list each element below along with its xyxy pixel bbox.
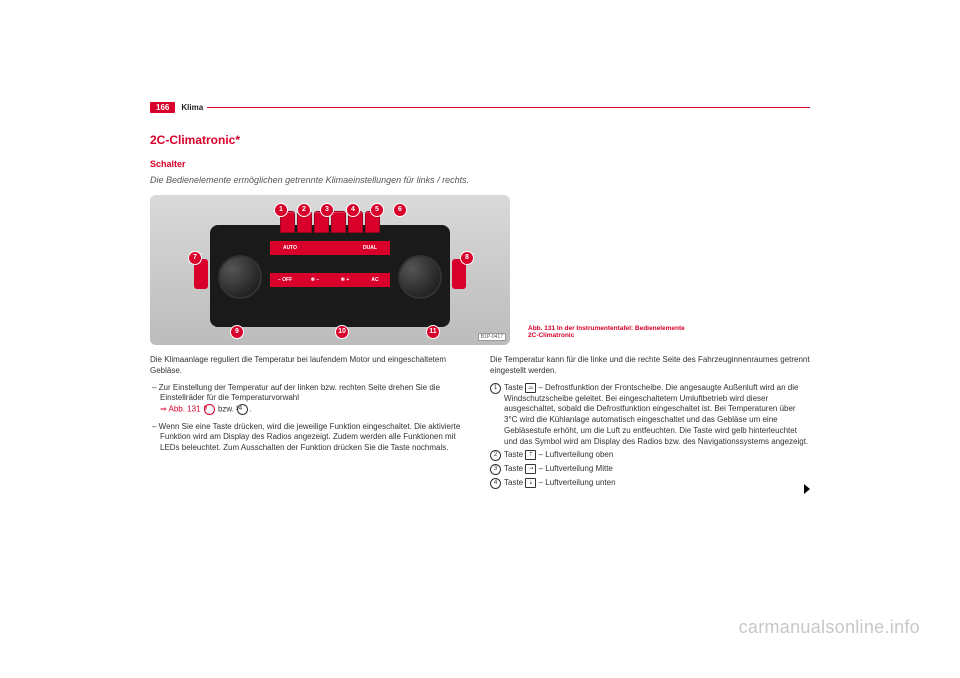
figure-wrap: AUTO DUAL − OFF ✻ − ✻ + AC 1 2 3 4 5 6 7…: [150, 195, 700, 345]
dual-label: DUAL: [350, 245, 390, 251]
ref-num-9: 9: [204, 404, 215, 415]
item-1-num: 1: [490, 383, 501, 394]
auto-label: AUTO: [270, 245, 310, 251]
item-2-body: – Luftverteilung oben: [536, 451, 613, 460]
section-name: Klima: [181, 103, 203, 112]
badge-6: 6: [393, 203, 407, 217]
off-label: − OFF: [270, 277, 300, 283]
image-code: B1P-0417: [478, 333, 506, 341]
air-down-icon: ⇣: [525, 478, 536, 488]
badge-11: 11: [426, 325, 440, 339]
item-4: 4 Taste ⇣ – Luftverteilung unten: [490, 478, 810, 489]
fan-minus-label: ✻ −: [300, 277, 330, 283]
description: Die Bedienelemente ermöglichen getrennte…: [150, 175, 810, 185]
badge-7: 7: [188, 251, 202, 265]
ref-abb: ⇒ Abb. 131: [160, 405, 201, 414]
air-mid-icon: ⇢: [525, 464, 536, 474]
item-1-body: – Defrostfunktion der Frontscheibe. Die …: [504, 383, 808, 446]
ref-mid: bzw.: [216, 405, 236, 414]
figure-caption: Abb. 131 In der Instrumententafel: Bedie…: [528, 325, 688, 339]
item-3-taste: Taste: [504, 465, 525, 474]
left-column: Die Klimaanlage reguliert die Temperatur…: [150, 355, 470, 492]
left-li1-text: – Zur Einstellung der Temperatur auf der…: [152, 383, 440, 403]
right-p1: Die Temperatur kann für die linke und di…: [490, 355, 810, 377]
badge-1: 1: [274, 203, 288, 217]
defrost-icon: ⌓: [525, 383, 536, 393]
item-3-body: – Luftverteilung Mitte: [536, 465, 612, 474]
badge-9: 9: [230, 325, 244, 339]
watermark: carmanualsonline.info: [739, 617, 920, 638]
item-3-num: 3: [490, 464, 501, 475]
mid-strip: AUTO DUAL: [270, 241, 390, 255]
right-column: Die Temperatur kann für die linke und di…: [490, 355, 810, 492]
left-p1: Die Klimaanlage reguliert die Temperatur…: [150, 355, 470, 377]
ref-num-14: 14: [237, 404, 248, 415]
page: 166 Klima 2C-Climatronic* Schalter Die B…: [150, 100, 810, 492]
climatronic-panel: AUTO DUAL − OFF ✻ − ✻ + AC: [210, 225, 450, 327]
bottom-strip: − OFF ✻ − ✻ + AC: [270, 273, 390, 287]
item-3: 3 Taste ⇢ – Luftverteilung Mitte: [490, 464, 810, 475]
temp-knob-left: [218, 255, 262, 299]
ref-end: .: [249, 405, 251, 414]
item-4-body: – Luftverteilung unten: [536, 478, 615, 487]
item-1-taste: Taste: [504, 383, 525, 392]
temp-knob-right: [398, 255, 442, 299]
left-li2: – Wenn Sie eine Taste drücken, wird die …: [150, 422, 470, 454]
left-li1: – Zur Einstellung der Temperatur auf der…: [150, 383, 470, 416]
header-line: [207, 107, 810, 108]
item-2: 2 Taste ⇡ – Luftverteilung oben: [490, 450, 810, 461]
badge-3: 3: [320, 203, 334, 217]
badge-10: 10: [335, 325, 349, 339]
item-4-taste: Taste: [504, 478, 525, 487]
subtitle: Schalter: [150, 159, 810, 169]
item-4-num: 4: [490, 478, 501, 489]
badge-8: 8: [460, 251, 474, 265]
item-2-num: 2: [490, 450, 501, 461]
badge-4: 4: [346, 203, 360, 217]
continue-triangle-icon: [804, 484, 810, 494]
item-1: 1 Taste ⌓ – Defrostfunktion der Frontsch…: [490, 383, 810, 448]
page-title: 2C-Climatronic*: [150, 133, 810, 147]
fan-plus-label: ✻ +: [330, 277, 360, 283]
ac-label: AC: [360, 277, 390, 283]
page-number: 166: [150, 102, 175, 113]
numbered-list: 1 Taste ⌓ – Defrostfunktion der Frontsch…: [490, 383, 810, 490]
body-columns: Die Klimaanlage reguliert die Temperatur…: [150, 355, 810, 492]
badge-2: 2: [297, 203, 311, 217]
header-bar: 166 Klima: [150, 100, 810, 115]
item-2-taste: Taste: [504, 451, 525, 460]
badge-5: 5: [370, 203, 384, 217]
figure: AUTO DUAL − OFF ✻ − ✻ + AC 1 2 3 4 5 6 7…: [150, 195, 510, 345]
btn-air-down: [331, 211, 346, 233]
air-up-icon: ⇡: [525, 450, 536, 460]
